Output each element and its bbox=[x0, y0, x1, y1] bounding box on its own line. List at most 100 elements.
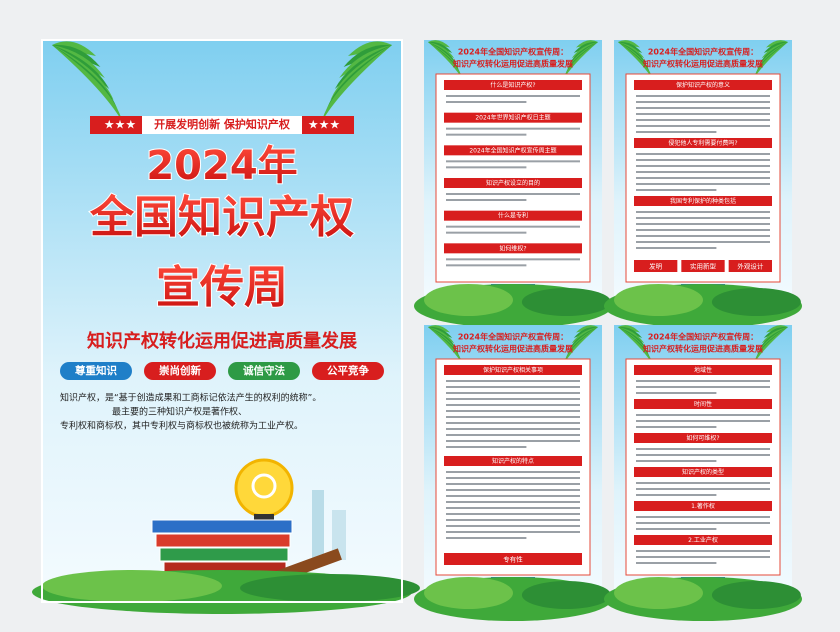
body-line bbox=[636, 113, 770, 115]
body-line bbox=[636, 380, 770, 382]
body-line bbox=[636, 119, 770, 121]
body-line bbox=[446, 199, 527, 201]
panel-header: 知识产权转化运用促进高质量发展 bbox=[643, 344, 763, 354]
body-line bbox=[446, 446, 527, 448]
section-bar bbox=[444, 210, 582, 221]
grass bbox=[521, 581, 611, 609]
body-line bbox=[636, 426, 717, 428]
tag-pill bbox=[312, 362, 384, 380]
section-bar bbox=[634, 501, 772, 511]
palm-leaf bbox=[618, 325, 654, 366]
city bbox=[332, 510, 346, 560]
panel-header: 知识产权转化运用促进高质量发展 bbox=[643, 59, 763, 69]
body-line bbox=[636, 211, 770, 213]
main-title: 2024年 bbox=[146, 143, 297, 189]
book bbox=[155, 533, 291, 548]
book bbox=[151, 519, 293, 534]
body-line bbox=[636, 460, 717, 462]
body-line bbox=[636, 217, 770, 219]
section-title: 知识产权的类型 bbox=[682, 468, 724, 476]
tagline: 开展发明创新 保护知识产权 bbox=[154, 117, 291, 131]
section-title: 保护知识产权相关事项 bbox=[483, 366, 543, 374]
body-line bbox=[446, 525, 580, 527]
grass bbox=[711, 581, 801, 609]
section-bar bbox=[634, 138, 772, 148]
body-line bbox=[636, 165, 770, 167]
body-line bbox=[446, 264, 527, 267]
section-bar bbox=[634, 467, 772, 477]
palm-leaf bbox=[52, 41, 123, 122]
body-line bbox=[446, 507, 580, 509]
section-bar bbox=[634, 365, 772, 375]
section-bar bbox=[634, 80, 772, 90]
body-line bbox=[446, 434, 580, 436]
tag: 发明 bbox=[649, 262, 663, 271]
section-title: 我国专利保护的种类包括 bbox=[670, 197, 736, 205]
body-line bbox=[446, 231, 527, 234]
body-text: 知识产权，是“基于创造成果和工商标记依法产生的权利的统称”。 bbox=[60, 392, 321, 404]
body-line bbox=[636, 420, 770, 422]
section-bar bbox=[444, 80, 582, 90]
palm-leaf bbox=[428, 40, 464, 81]
section-title: 时间性 bbox=[694, 400, 712, 408]
grass bbox=[42, 570, 222, 602]
body-line bbox=[446, 422, 580, 424]
section-title: 2024年全国知识产权宣传周主题 bbox=[469, 146, 556, 154]
body-line bbox=[636, 241, 770, 243]
body-line bbox=[446, 483, 580, 485]
tagline-inner bbox=[142, 116, 302, 134]
section-title: 1.著作权 bbox=[691, 502, 715, 510]
section-title: 地域性 bbox=[694, 366, 712, 374]
body-line bbox=[636, 229, 770, 231]
stars: ★★★ bbox=[104, 118, 136, 132]
section-bar bbox=[444, 145, 582, 156]
subtitle: 知识产权转化运用促进高质量发展 bbox=[87, 330, 358, 352]
grass bbox=[614, 284, 703, 316]
tag: 尊重知识 bbox=[75, 364, 117, 377]
grass bbox=[711, 288, 801, 316]
body-line bbox=[446, 166, 527, 169]
section-bar bbox=[444, 243, 582, 254]
grass bbox=[240, 574, 420, 602]
section-bar bbox=[444, 365, 582, 375]
body-line bbox=[636, 448, 770, 450]
tag-pill bbox=[60, 362, 132, 380]
bulb bbox=[234, 458, 294, 518]
tag: 实用新型 bbox=[690, 262, 717, 271]
body-line bbox=[446, 416, 580, 418]
body-text: 专利权和商标权，其中专利权与商标权也被统称为工业产权。 bbox=[60, 420, 303, 432]
panel-header: 2024年全国知识产权宣传周： bbox=[458, 47, 568, 57]
section-bar bbox=[444, 112, 582, 123]
stars: ★★★ bbox=[308, 118, 340, 132]
body-line bbox=[446, 519, 580, 521]
body-line bbox=[446, 537, 527, 539]
section-title: 什么是专利 bbox=[498, 212, 528, 220]
body-line bbox=[446, 428, 580, 430]
body-line bbox=[446, 258, 580, 261]
grass bbox=[614, 577, 703, 609]
grass bbox=[424, 284, 513, 316]
palm-leaf bbox=[618, 40, 654, 81]
body-line bbox=[636, 488, 770, 490]
section-title: 保护知识产权的意义 bbox=[676, 81, 730, 89]
section-bar bbox=[444, 456, 582, 466]
body-line bbox=[636, 177, 770, 179]
panel-header: 2024年全国知识产权宣传周： bbox=[648, 332, 758, 342]
body-line bbox=[636, 159, 770, 161]
body-line bbox=[446, 398, 580, 400]
palm-leaf bbox=[562, 40, 598, 81]
body-line bbox=[446, 495, 580, 497]
section-title: 2.工业产权 bbox=[688, 536, 718, 544]
city bbox=[312, 490, 324, 560]
palm-leaf bbox=[428, 325, 464, 366]
section-title: 知识产权设立的目的 bbox=[486, 179, 540, 187]
panel-header: 知识产权转化运用促进高质量发展 bbox=[453, 344, 573, 354]
section-title: 知识产权的特点 bbox=[492, 457, 534, 465]
body-line bbox=[446, 471, 580, 473]
grass bbox=[521, 288, 611, 316]
body-line bbox=[636, 247, 717, 249]
section-bar bbox=[444, 178, 582, 188]
tag-pill bbox=[728, 260, 772, 272]
book bbox=[159, 547, 289, 562]
body-line bbox=[446, 477, 580, 479]
